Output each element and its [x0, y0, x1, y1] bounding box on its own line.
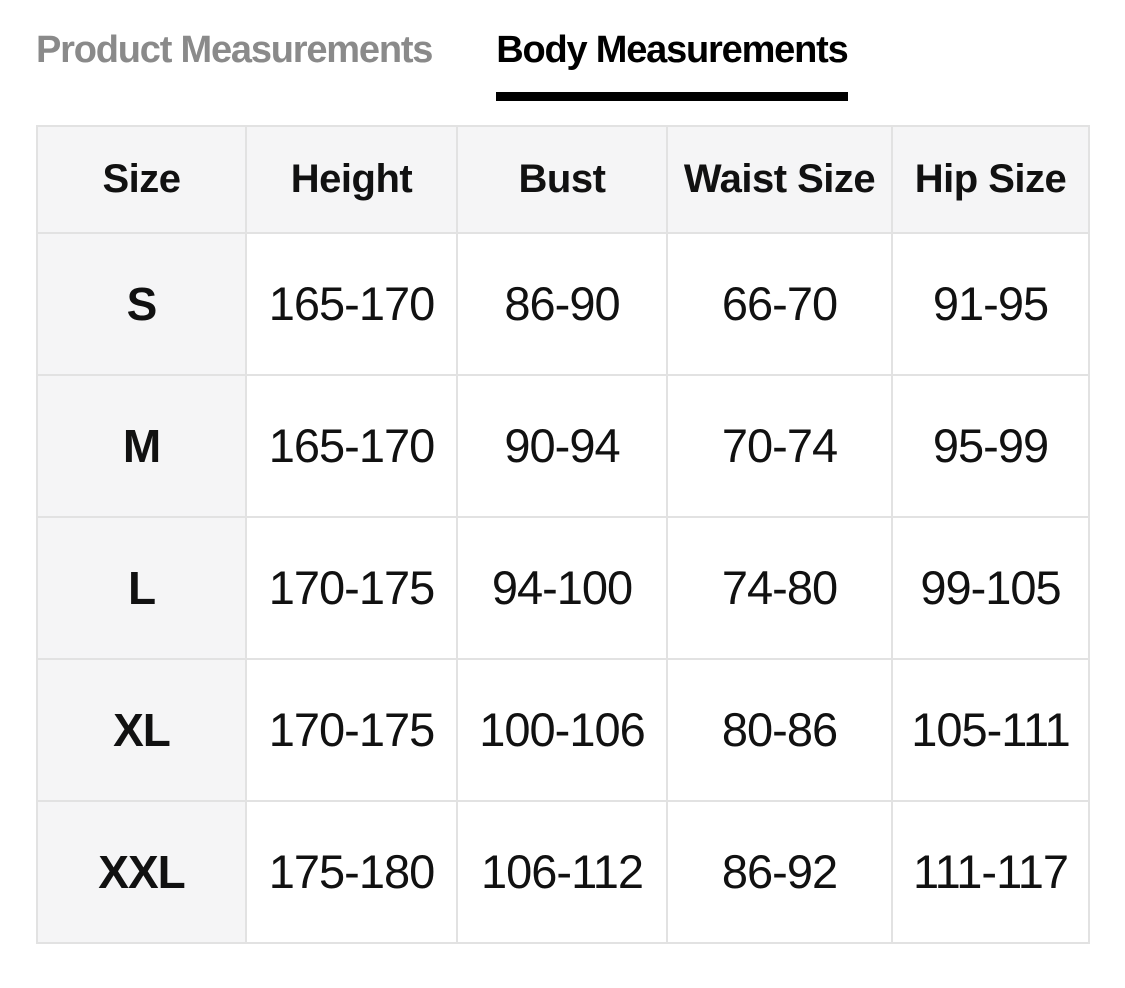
cell-waist: 86-92: [666, 799, 893, 944]
cell-bust: 90-94: [456, 373, 668, 518]
cell-height: 165-170: [245, 373, 458, 518]
column-header-waist-size: Waist Size: [666, 124, 893, 234]
column-header-hip-size: Hip Size: [891, 124, 1090, 234]
cell-hip: 91-95: [891, 231, 1090, 376]
cell-bust: 100-106: [456, 657, 668, 802]
cell-size: XL: [36, 657, 247, 802]
column-header-height: Height: [245, 124, 458, 234]
cell-height: 170-175: [245, 657, 458, 802]
table-row-s: S 165-170 86-90 66-70 91-95: [36, 231, 1090, 376]
size-guide-page: Product Measurements Body Measurements S…: [36, 28, 1125, 944]
cell-waist: 80-86: [666, 657, 893, 802]
cell-size: XXL: [36, 799, 247, 944]
cell-bust: 106-112: [456, 799, 668, 944]
cell-size: S: [36, 231, 247, 376]
table-row-l: L 170-175 94-100 74-80 99-105: [36, 515, 1090, 660]
body-measurements-table: Size Height Bust Waist Size Hip Size S 1…: [36, 124, 1090, 944]
cell-size: L: [36, 515, 247, 660]
tab-body-measurements[interactable]: Body Measurements: [496, 28, 849, 101]
column-header-bust: Bust: [456, 124, 668, 234]
table-body: S 165-170 86-90 66-70 91-95 M 165-170 90…: [36, 231, 1090, 944]
cell-waist: 74-80: [666, 515, 893, 660]
cell-hip: 111-117: [891, 799, 1090, 944]
cell-height: 165-170: [245, 231, 458, 376]
table-row-xxl: XXL 175-180 106-112 86-92 111-117: [36, 799, 1090, 944]
cell-height: 170-175: [245, 515, 458, 660]
cell-waist: 66-70: [666, 231, 893, 376]
table-row-m: M 165-170 90-94 70-74 95-99: [36, 373, 1090, 518]
table-header: Size Height Bust Waist Size Hip Size: [36, 124, 1090, 234]
cell-size: M: [36, 373, 247, 518]
cell-waist: 70-74: [666, 373, 893, 518]
cell-hip: 99-105: [891, 515, 1090, 660]
tab-product-measurements[interactable]: Product Measurements: [36, 29, 433, 71]
cell-hip: 105-111: [891, 657, 1090, 802]
column-header-size: Size: [36, 124, 247, 234]
header-row: Size Height Bust Waist Size Hip Size: [36, 124, 1090, 234]
cell-hip: 95-99: [891, 373, 1090, 518]
cell-bust: 94-100: [456, 515, 668, 660]
cell-height: 175-180: [245, 799, 458, 944]
cell-bust: 86-90: [456, 231, 668, 376]
measurement-tabs: Product Measurements Body Measurements: [36, 28, 1125, 101]
table-row-xl: XL 170-175 100-106 80-86 105-111: [36, 657, 1090, 802]
